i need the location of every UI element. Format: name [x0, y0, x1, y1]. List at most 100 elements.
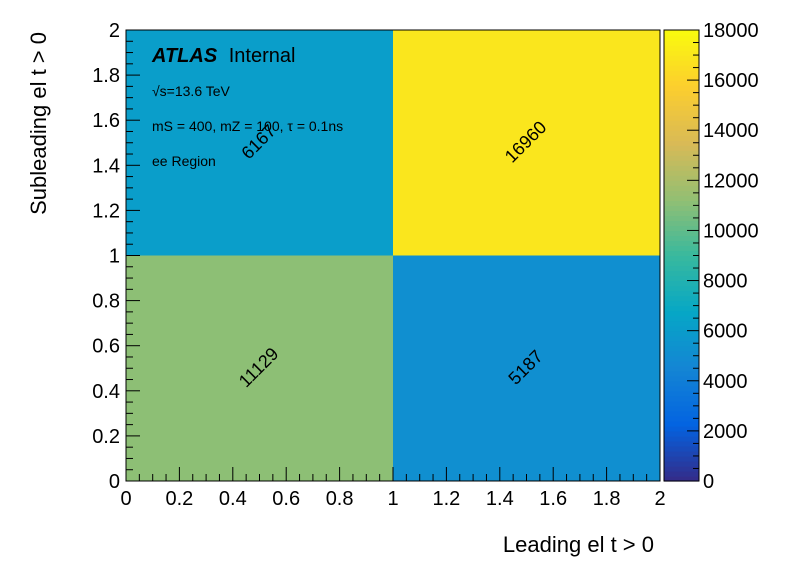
colorbar-segment [664, 150, 699, 156]
colorbar-segment [664, 65, 699, 71]
colorbar-segment [664, 85, 699, 91]
colorbar-segment [664, 425, 699, 432]
heatmap-cell [126, 30, 393, 256]
colorbar-segment [664, 50, 699, 56]
colorbar-segment [664, 55, 699, 61]
colorbar-segment [664, 455, 699, 462]
x-tick-label: 0.4 [219, 488, 247, 510]
colorbar-segment [664, 270, 699, 277]
colorbar-segment [664, 290, 699, 297]
colorbar-segment [664, 305, 699, 312]
colorbar-segment [664, 90, 699, 96]
colorbar-segment [664, 470, 699, 477]
atlas-label: ATLAS [151, 45, 218, 67]
y-tick-label: 0 [109, 471, 120, 493]
x-tick-label: 1.8 [593, 488, 621, 510]
colorbar-segment [664, 440, 699, 447]
colorbar-segment [664, 200, 699, 206]
colorbar-segment [664, 75, 699, 81]
x-axis-ticks: 0 0.2 0.4 0.6 0.8 1 1.2 1.4 1.6 1.8 2 [120, 467, 666, 510]
colorbar-segment [664, 215, 699, 222]
colorbar-tick-label: 2000 [703, 421, 748, 443]
colorbar-segment [664, 375, 699, 382]
colorbar-segment [664, 385, 699, 392]
colorbar-segment [664, 475, 699, 482]
colorbar-segment [664, 415, 699, 422]
y-tick-label: 0.8 [92, 291, 120, 313]
colorbar-segment [664, 100, 699, 106]
model-label: mS = 400, mZ = 100, τ = 0.1ns [152, 118, 343, 134]
colorbar-segment [664, 300, 699, 307]
color-scale-bar: 0 2000 4000 6000 8000 10000 12000 14000 16000 180… [663, 20, 759, 493]
colorbar-segment [664, 365, 699, 372]
colorbar-segment [664, 125, 699, 131]
colorbar-segment [664, 195, 699, 201]
svg-text:ATLAS Internal: ATLAS Internal [151, 45, 295, 67]
colorbar-tick-label: 18000 [703, 20, 759, 42]
x-tick-label: 0.6 [272, 488, 300, 510]
x-tick-label: 1.6 [539, 488, 567, 510]
colorbar-segment [664, 435, 699, 442]
colorbar-segment [664, 95, 699, 101]
colorbar-tick-label: 6000 [703, 321, 748, 343]
colorbar-segment [664, 355, 699, 362]
x-tick-label: 1.4 [486, 488, 514, 510]
y-tick-label: 0.2 [92, 426, 120, 448]
heatmap-cell [393, 30, 660, 256]
colorbar-segment [664, 165, 699, 171]
colorbar-segment [664, 310, 699, 317]
y-axis-ticks: 0 0.2 0.4 0.6 0.8 1 1.2 1.4 1.6 1.8 2 [92, 20, 140, 493]
colorbar-segment [664, 315, 699, 322]
y-tick-label: 1 [109, 246, 120, 268]
colorbar-segment [664, 40, 699, 46]
colorbar-segment [664, 245, 699, 252]
y-axis-title: Subleading el t > 0 [26, 32, 51, 215]
colorbar-segment [664, 80, 699, 86]
colorbar-segment [664, 45, 699, 51]
x-tick-label: 1 [387, 488, 398, 510]
colorbar-segment [664, 180, 699, 186]
colorbar-segment [664, 120, 699, 126]
colorbar-segment [664, 350, 699, 357]
colorbar-segment [664, 430, 699, 437]
y-tick-label: 1.2 [92, 200, 120, 222]
colorbar-segment [664, 70, 699, 76]
y-tick-label: 1.8 [92, 65, 120, 87]
colorbar-segment [664, 30, 699, 36]
colorbar-segment [664, 220, 699, 227]
colorbar-segment [664, 295, 699, 302]
colorbar-segment [664, 115, 699, 121]
colorbar-tick-label: 16000 [703, 70, 759, 92]
colorbar-segment [664, 345, 699, 352]
y-tick-label: 1.4 [92, 155, 120, 177]
colorbar-segment [664, 190, 699, 196]
energy-label: √s=13.6 TeV [152, 83, 231, 99]
colorbar-segment [664, 370, 699, 377]
atlas-status: Internal [229, 45, 296, 67]
colorbar-segment [664, 360, 699, 367]
colorbar-segment [664, 145, 699, 151]
colorbar-segment [664, 265, 699, 272]
colorbar-segment [664, 255, 699, 262]
colorbar-segment [664, 240, 699, 247]
colorbar-segment [664, 140, 699, 146]
x-tick-label: 1.2 [432, 488, 460, 510]
colorbar-segment [664, 260, 699, 267]
y-tick-label: 1.6 [92, 110, 120, 132]
colorbar-tick-label: 0 [703, 471, 714, 493]
y-tick-label: 2 [109, 20, 120, 42]
colorbar-segment [664, 380, 699, 387]
y-tick-label: 0.4 [92, 381, 120, 403]
colorbar-segment [664, 205, 699, 211]
colorbar-segment [664, 405, 699, 412]
colorbar-segment [664, 320, 699, 327]
colorbar-segment [664, 230, 699, 237]
colorbar-segment [664, 225, 699, 232]
colorbar-segment [664, 280, 699, 287]
colorbar-segment [664, 175, 699, 181]
colorbar-segment [664, 390, 699, 397]
colorbar-segment [664, 210, 699, 217]
colorbar-segment [664, 160, 699, 166]
colorbar-segment [664, 130, 699, 136]
